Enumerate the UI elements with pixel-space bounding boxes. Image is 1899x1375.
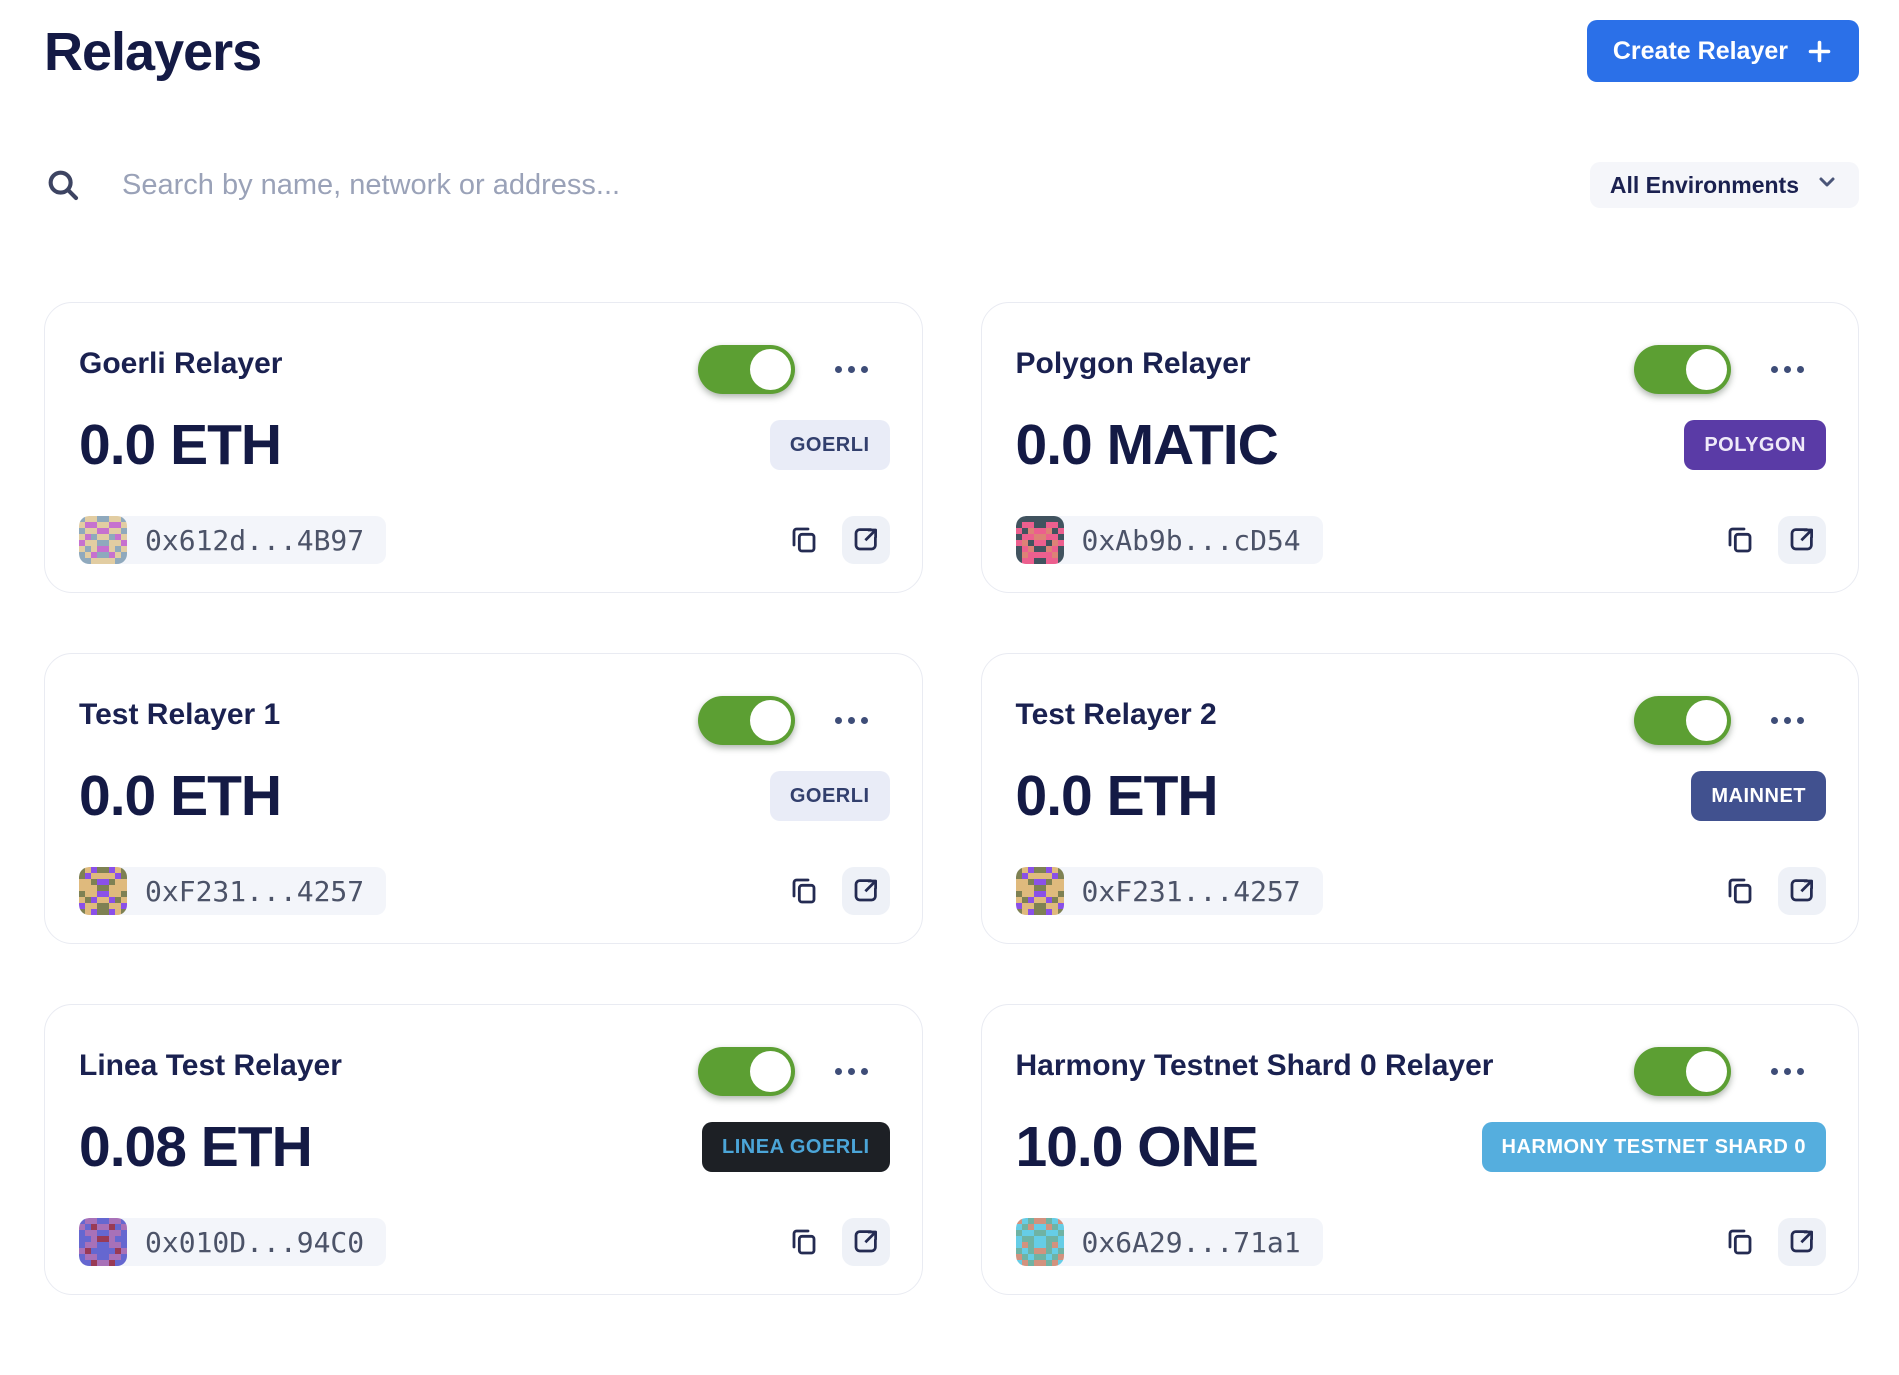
card-menu-button[interactable] xyxy=(834,711,868,730)
card-menu-button[interactable] xyxy=(834,360,868,379)
toggle-knob xyxy=(749,1051,791,1092)
relayer-address: 0x010D...94C0 xyxy=(145,1225,365,1259)
identicon-avatar xyxy=(1015,1218,1064,1266)
address-chip[interactable]: 0xF231...4257 xyxy=(79,867,387,915)
address-chip[interactable]: 0xAb9b...cD54 xyxy=(1015,516,1323,564)
copy-address-button[interactable] xyxy=(788,523,820,558)
copy-icon xyxy=(1724,1225,1756,1260)
relayer-address: 0x6A29...71a1 xyxy=(1081,1225,1301,1259)
relayer-card: Harmony Testnet Shard 0 Relayer 10.0 ONE… xyxy=(980,1004,1859,1295)
search-icon xyxy=(44,166,82,204)
copy-address-button[interactable] xyxy=(1724,523,1756,558)
external-link-icon xyxy=(1787,524,1817,557)
copy-icon xyxy=(788,523,820,558)
toggle-knob xyxy=(749,700,791,741)
identicon-avatar xyxy=(1015,516,1064,564)
relayer-name: Polygon Relayer xyxy=(1015,347,1251,380)
create-relayer-button[interactable]: Create Relayer xyxy=(1586,20,1859,82)
open-explorer-button[interactable] xyxy=(841,516,890,564)
copy-address-button[interactable] xyxy=(1724,874,1756,909)
environment-filter-value: All Environments xyxy=(1609,171,1799,198)
network-badge: LINEA GOERLI xyxy=(702,1122,890,1172)
relayer-address: 0xAb9b...cD54 xyxy=(1081,523,1301,557)
card-menu-button[interactable] xyxy=(1771,360,1804,379)
toggle-knob xyxy=(1686,1051,1727,1092)
relayer-card: Linea Test Relayer 0.08 ETH LINEA GOERLI… xyxy=(44,1004,923,1295)
copy-icon xyxy=(788,1225,820,1260)
relayer-balance: 0.0 ETH xyxy=(79,764,282,828)
external-link-icon xyxy=(1787,875,1817,908)
network-badge: HARMONY TESTNET SHARD 0 xyxy=(1481,1122,1826,1172)
external-link-icon xyxy=(851,875,881,908)
copy-icon xyxy=(1724,874,1756,909)
relayer-address: 0xF231...4257 xyxy=(1081,874,1301,908)
address-chip[interactable]: 0x6A29...71a1 xyxy=(1015,1218,1323,1266)
network-badge: GOERLI xyxy=(769,771,890,821)
environment-filter-select[interactable]: All Environments xyxy=(1589,162,1859,208)
network-badge: MAINNET xyxy=(1691,771,1826,821)
copy-icon xyxy=(1724,523,1756,558)
search-row: All Environments xyxy=(44,160,1859,210)
toggle-knob xyxy=(1686,700,1727,741)
card-menu-button[interactable] xyxy=(834,1062,868,1081)
chevron-down-icon xyxy=(1815,170,1839,200)
relayer-enabled-toggle[interactable] xyxy=(697,696,795,745)
external-link-icon xyxy=(1787,1226,1817,1259)
relayer-address: 0x612d...4B97 xyxy=(145,523,365,557)
relayer-enabled-toggle[interactable] xyxy=(1634,345,1731,394)
relayer-name: Harmony Testnet Shard 0 Relayer xyxy=(1015,1049,1494,1082)
page-title: Relayers xyxy=(44,22,262,82)
relayer-balance: 0.0 MATIC xyxy=(1015,413,1279,477)
page-header: Relayers Create Relayer xyxy=(44,20,1859,84)
copy-address-button[interactable] xyxy=(1724,1225,1756,1260)
relayer-name: Goerli Relayer xyxy=(79,347,283,380)
network-badge: GOERLI xyxy=(769,420,890,470)
search-input[interactable] xyxy=(122,168,1590,202)
relayer-name: Test Relayer 1 xyxy=(79,698,281,731)
copy-address-button[interactable] xyxy=(788,874,820,909)
copy-icon xyxy=(788,874,820,909)
network-badge: POLYGON xyxy=(1684,420,1826,470)
address-chip[interactable]: 0x612d...4B97 xyxy=(79,516,387,564)
open-explorer-button[interactable] xyxy=(841,867,890,915)
address-chip[interactable]: 0x010D...94C0 xyxy=(79,1218,387,1266)
open-explorer-button[interactable] xyxy=(1778,867,1826,915)
plus-icon xyxy=(1806,38,1833,65)
relayers-page: Relayers Create Relayer All Environments xyxy=(44,20,1859,1295)
address-chip[interactable]: 0xF231...4257 xyxy=(1015,867,1323,915)
external-link-icon xyxy=(851,1226,881,1259)
relayer-balance: 0.08 ETH xyxy=(79,1115,313,1179)
external-link-icon xyxy=(851,524,881,557)
card-menu-button[interactable] xyxy=(1771,711,1804,730)
open-explorer-button[interactable] xyxy=(841,1218,890,1266)
relayer-balance: 0.0 ETH xyxy=(1015,764,1219,828)
relayer-card: Test Relayer 1 0.0 ETH GOERLI 0xF231...4… xyxy=(44,653,923,944)
open-explorer-button[interactable] xyxy=(1778,1218,1826,1266)
toggle-knob xyxy=(1686,349,1727,390)
relayer-name: Test Relayer 2 xyxy=(1015,698,1217,731)
relayer-name: Linea Test Relayer xyxy=(79,1049,342,1082)
open-explorer-button[interactable] xyxy=(1778,516,1826,564)
relayer-enabled-toggle[interactable] xyxy=(1634,1047,1731,1096)
copy-address-button[interactable] xyxy=(788,1225,820,1260)
toggle-knob xyxy=(749,349,791,390)
identicon-avatar xyxy=(1015,867,1064,915)
relayer-balance: 10.0 ONE xyxy=(1015,1115,1259,1179)
create-relayer-label: Create Relayer xyxy=(1612,36,1788,65)
relayer-balance: 0.0 ETH xyxy=(79,413,282,477)
relayer-enabled-toggle[interactable] xyxy=(697,345,795,394)
relayer-card-grid: Goerli Relayer 0.0 ETH GOERLI 0x612d...4… xyxy=(44,302,1859,1295)
relayer-card: Polygon Relayer 0.0 MATIC POLYGON 0xAb9b… xyxy=(980,302,1859,593)
card-menu-button[interactable] xyxy=(1771,1062,1804,1081)
relayer-address: 0xF231...4257 xyxy=(145,874,365,908)
identicon-avatar xyxy=(79,867,127,915)
identicon-avatar xyxy=(79,1218,127,1266)
relayer-card: Goerli Relayer 0.0 ETH GOERLI 0x612d...4… xyxy=(44,302,923,593)
relayer-enabled-toggle[interactable] xyxy=(697,1047,795,1096)
relayer-card: Test Relayer 2 0.0 ETH MAINNET 0xF231...… xyxy=(980,653,1859,944)
relayer-enabled-toggle[interactable] xyxy=(1634,696,1731,745)
identicon-avatar xyxy=(79,516,127,564)
